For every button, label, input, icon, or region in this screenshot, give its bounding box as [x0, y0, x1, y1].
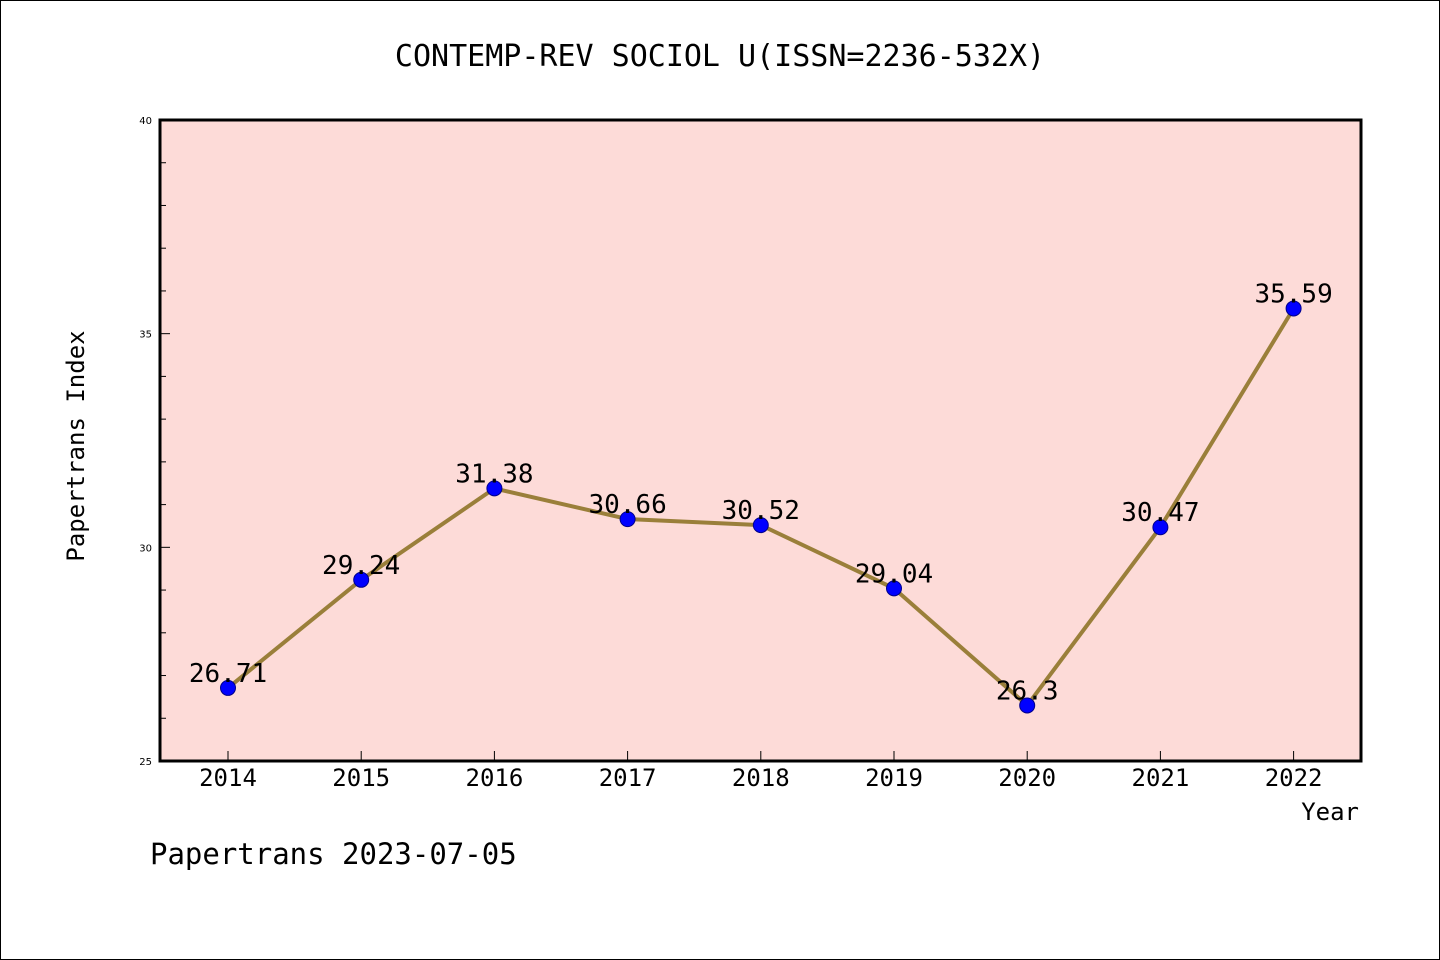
x-tick-label: 2021 [1132, 764, 1190, 792]
x-tick-label: 2020 [998, 764, 1056, 792]
data-label: 26.3 [996, 676, 1059, 706]
data-label: 26.71 [189, 659, 267, 689]
x-tick-label: 2017 [599, 764, 657, 792]
footer-text: Papertrans 2023-07-05 [150, 837, 517, 871]
y-tick-label: 25 [139, 757, 152, 768]
data-label: 35.59 [1254, 279, 1332, 309]
x-tick-label: 2019 [865, 764, 923, 792]
plot-area [160, 120, 1361, 761]
y-axis-label: Papertrans Index [62, 330, 90, 561]
x-tick-label: 2018 [732, 764, 790, 792]
data-label: 31.38 [455, 459, 533, 489]
chart-title: CONTEMP-REV SOCIOL U(ISSN=2236-532X) [395, 39, 1045, 74]
data-label: 30.52 [722, 496, 800, 526]
x-tick-label: 2014 [199, 764, 257, 792]
x-tick-label: 2016 [466, 764, 524, 792]
x-tick-label: 2015 [332, 764, 390, 792]
line-chart: CONTEMP-REV SOCIOL U(ISSN=2236-532X) 25 3… [0, 0, 1440, 960]
data-label: 30.66 [588, 490, 666, 520]
data-label: 29.24 [322, 551, 400, 581]
y-tick-label: 40 [139, 116, 152, 127]
x-axis-label: Year [1301, 798, 1359, 826]
y-tick-label: 35 [139, 330, 152, 341]
data-label: 29.04 [855, 559, 933, 589]
y-tick-label: 30 [139, 543, 152, 554]
x-tick-label: 2022 [1265, 764, 1323, 792]
data-label: 30.47 [1121, 498, 1199, 528]
